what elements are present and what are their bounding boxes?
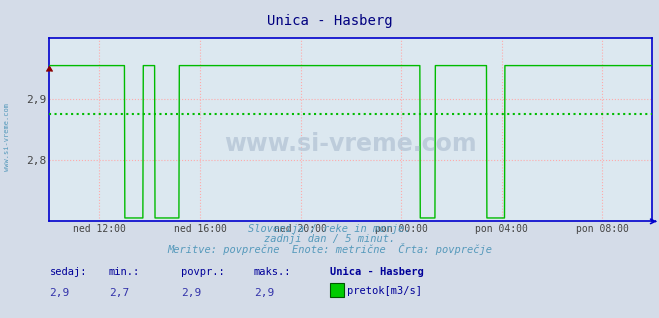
Text: pretok[m3/s]: pretok[m3/s]	[347, 286, 422, 296]
Text: min.:: min.:	[109, 267, 140, 277]
Text: povpr.:: povpr.:	[181, 267, 225, 277]
Text: zadnji dan / 5 minut.: zadnji dan / 5 minut.	[264, 234, 395, 244]
Text: www.si-vreme.com: www.si-vreme.com	[3, 103, 10, 171]
Text: 2,9: 2,9	[254, 288, 274, 298]
Text: Unica - Hasberg: Unica - Hasberg	[330, 267, 423, 277]
Text: 2,9: 2,9	[181, 288, 202, 298]
Text: 2,9: 2,9	[49, 288, 70, 298]
Text: Slovenija / reke in morje.: Slovenija / reke in morje.	[248, 224, 411, 234]
Text: maks.:: maks.:	[254, 267, 291, 277]
Text: Unica - Hasberg: Unica - Hasberg	[267, 14, 392, 28]
Text: Meritve: povprečne  Enote: metrične  Črta: povprečje: Meritve: povprečne Enote: metrične Črta:…	[167, 243, 492, 255]
Text: 2,7: 2,7	[109, 288, 129, 298]
Text: www.si-vreme.com: www.si-vreme.com	[225, 132, 477, 156]
Text: sedaj:: sedaj:	[49, 267, 87, 277]
